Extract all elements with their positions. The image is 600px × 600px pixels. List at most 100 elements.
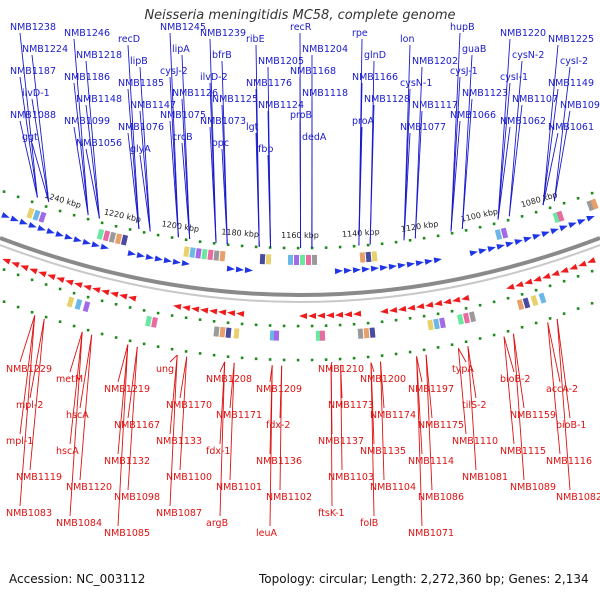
forward-leader-line <box>127 44 140 229</box>
feature-block <box>26 207 35 219</box>
feature-block <box>225 327 232 338</box>
gene-arrow <box>397 262 406 269</box>
tick-dot-inner <box>590 301 594 305</box>
feature-block <box>38 211 47 223</box>
tick-dot-inner <box>212 353 216 357</box>
tick-dot-inner <box>254 357 258 361</box>
reverse-gene-label: bioB-1 <box>556 420 586 431</box>
feature-block <box>359 252 366 263</box>
gene-arrow <box>343 267 352 274</box>
reverse-gene-label: NMB1100 <box>166 472 212 483</box>
forward-leader-line <box>85 104 100 219</box>
forward-leader-line <box>73 126 89 216</box>
forward-gene-label: NMB1061 <box>548 122 594 133</box>
reverse-gene-label: ftsK-1 <box>318 508 345 519</box>
forward-leader-line <box>181 142 191 240</box>
tick-dot-middle <box>170 314 174 317</box>
tick-dot-outer <box>394 240 398 244</box>
tick-dot-inner <box>310 358 314 362</box>
reverse-leader-line <box>416 356 423 383</box>
forward-gene-label: NMB1224 <box>22 44 68 55</box>
tick-dot-inner <box>422 348 426 352</box>
forward-gene-label: NMB1073 <box>200 116 246 127</box>
gene-arrow <box>46 227 55 234</box>
tick-dot-outer <box>72 213 76 217</box>
tick-dot-outer <box>198 240 202 243</box>
reverse-gene-label: fdx-2 <box>266 420 290 431</box>
gene-arrow <box>416 303 425 310</box>
gene-arrow <box>506 283 515 290</box>
forward-gene-label: lipB <box>130 56 148 67</box>
reverse-leader-line <box>79 334 93 409</box>
tick-dot-outer <box>324 246 328 249</box>
tick-dot-middle <box>30 278 34 282</box>
forward-leader-line <box>139 66 151 232</box>
feature-block <box>552 212 561 224</box>
gene-arrow <box>47 274 56 281</box>
scale-tick-label: 1240 kbp <box>43 191 82 210</box>
gene-arrow <box>136 251 145 258</box>
gene-arrow <box>353 310 362 317</box>
gene-arrow <box>578 260 587 267</box>
tick-dot-middle <box>226 321 230 325</box>
reverse-leader-line <box>179 356 188 471</box>
gene-arrow <box>92 287 101 294</box>
scale-tick-label: 1140 kbp <box>342 227 380 239</box>
tick-dot-middle <box>520 293 524 296</box>
forward-leader-line <box>450 120 461 232</box>
gene-arrow <box>64 233 73 240</box>
feature-block <box>590 198 599 210</box>
gene-arrow <box>461 294 470 301</box>
tick-dot-inner <box>324 358 328 361</box>
tick-dot-inner <box>352 356 356 360</box>
reverse-gene-label: NMB1082 <box>556 492 600 503</box>
reverse-leader-line <box>513 333 525 481</box>
gene-arrow <box>100 243 109 250</box>
tick-dot-outer <box>492 222 496 226</box>
feature-block <box>120 234 129 246</box>
reverse-leader-line <box>229 362 235 481</box>
gene-arrow <box>335 311 344 318</box>
forward-gene-label: cysJ-2 <box>160 66 188 77</box>
tick-dot-outer <box>44 205 48 208</box>
reverse-leader-line <box>503 336 515 445</box>
feature-block <box>457 313 464 325</box>
tick-dot-outer <box>142 231 146 234</box>
forward-gene-label: cysI-1 <box>500 72 528 83</box>
accession-text: Accession: NC_003112 <box>9 572 146 586</box>
feature-block <box>213 250 220 261</box>
forward-gene-label: crcB <box>172 132 193 143</box>
tick-dot-middle <box>450 309 454 313</box>
tick-dot-inner <box>240 356 244 360</box>
tick-dot-middle <box>422 314 426 318</box>
tick-dot-inner <box>464 340 468 344</box>
tick-dot-middle <box>338 323 342 327</box>
tick-dot-inner <box>170 347 174 351</box>
reverse-leader-line <box>547 322 561 383</box>
forward-gene-label: NMB1125 <box>212 94 258 105</box>
feature-block <box>201 248 208 260</box>
genome-backbone-inner <box>0 244 600 303</box>
feature-block <box>213 326 220 337</box>
tick-dot-middle <box>156 311 160 315</box>
tick-dot-inner <box>30 310 34 314</box>
gene-arrow <box>326 312 335 319</box>
reverse-gene-label: NMB1101 <box>216 482 262 493</box>
forward-leader-line <box>19 32 38 198</box>
reverse-leader-line <box>556 318 571 491</box>
reverse-leader-line <box>69 331 83 517</box>
forward-gene-label: NMB1225 <box>548 34 594 45</box>
tick-dot-middle <box>44 283 48 286</box>
reverse-gene-label: tilS-2 <box>462 400 487 411</box>
tick-dot-outer <box>464 229 468 232</box>
forward-gene-label: ggt <box>22 132 38 143</box>
tick-dot-outer <box>422 236 426 240</box>
tick-dot-middle <box>366 321 370 325</box>
forward-gene-label: hupB <box>450 22 475 33</box>
tick-dot-inner <box>478 337 482 340</box>
reverse-gene-label: NMB1115 <box>500 446 546 457</box>
forward-gene-label: NMB1126 <box>172 88 218 99</box>
forward-leader-line <box>73 82 89 216</box>
forward-gene-arrows <box>1 212 595 275</box>
feature-block <box>32 209 41 221</box>
